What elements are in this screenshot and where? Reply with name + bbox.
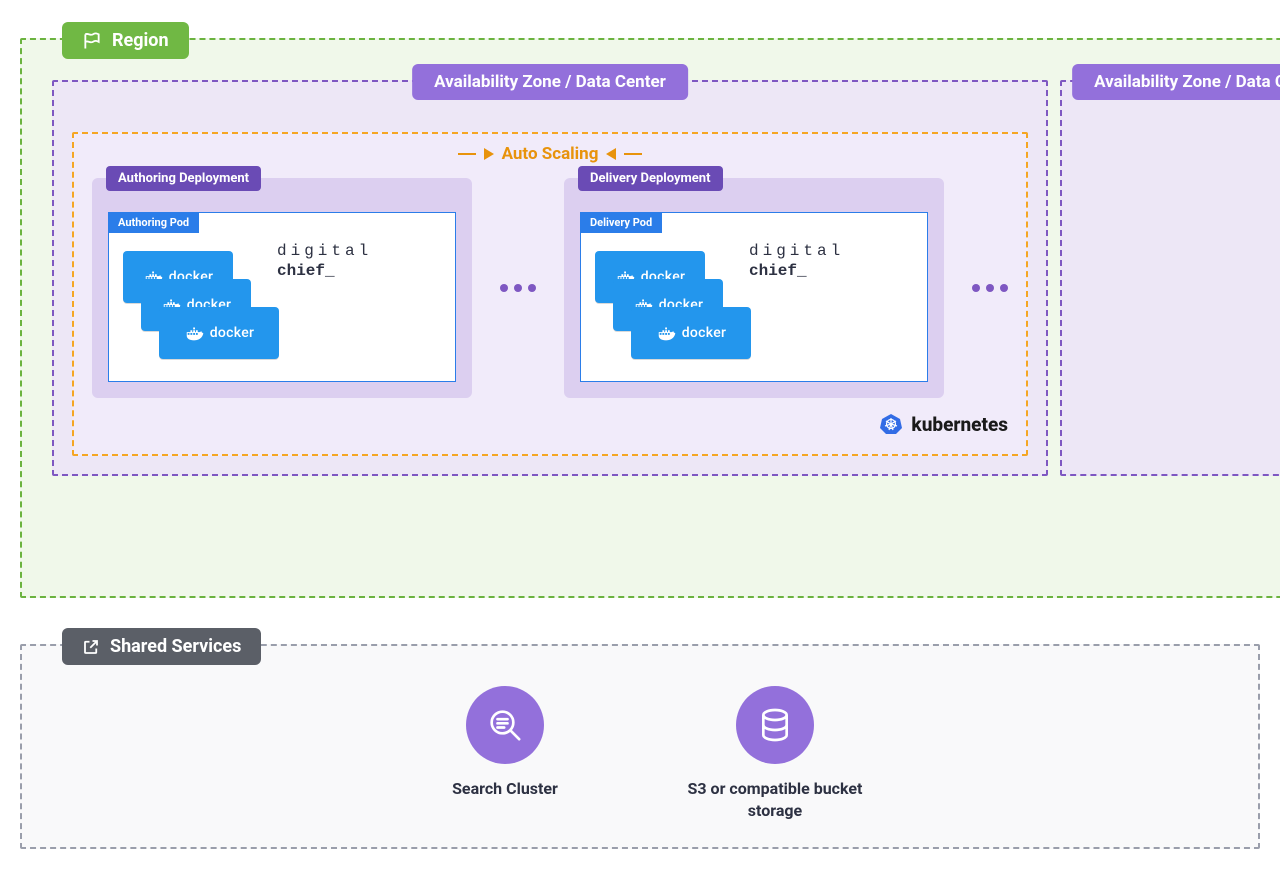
availability-zone-main: Availability Zone / Data Center Auto Sca… bbox=[52, 80, 1048, 476]
shared-services: Shared Services Search Cluster bbox=[20, 644, 1260, 849]
shared-services-label-text: Shared Services bbox=[110, 636, 241, 657]
more-deployments-icon bbox=[500, 284, 536, 292]
docker-whale-icon bbox=[184, 322, 206, 344]
arrow-stem-right bbox=[624, 153, 642, 155]
brand-logo: digital chief_ bbox=[277, 241, 372, 281]
brand-line2: chief_ bbox=[749, 261, 844, 281]
authoring-pod: Authoring Pod docker bbox=[108, 212, 456, 382]
authoring-pod-label: Authoring Pod bbox=[108, 212, 199, 233]
shared-services-label-tab: Shared Services bbox=[62, 628, 261, 665]
brand-line2: chief_ bbox=[277, 261, 372, 281]
service-label: S3 or compatible bucket storage bbox=[680, 778, 870, 821]
kubernetes-brand: kubernetes bbox=[92, 412, 1008, 436]
docker-text: docker bbox=[682, 325, 727, 341]
kubernetes-text: kubernetes bbox=[911, 413, 1008, 436]
regions-row: Region Availability Zone / Data Center A… bbox=[20, 20, 1260, 598]
delivery-pod-content: docker docker docker bbox=[595, 241, 913, 367]
docker-whale-icon bbox=[656, 322, 678, 344]
docker-stack: docker docker docker bbox=[595, 251, 735, 361]
delivery-pod: Delivery Pod docker bbox=[580, 212, 928, 382]
availability-zones-row: Availability Zone / Data Center Auto Sca… bbox=[52, 80, 1280, 476]
autoscaling-text: Auto Scaling bbox=[502, 144, 599, 164]
deployment-authoring: Authoring Deployment Authoring Pod docke… bbox=[92, 178, 472, 398]
kubernetes-icon bbox=[879, 412, 903, 436]
service-bucket-storage: S3 or compatible bucket storage bbox=[680, 686, 870, 821]
brand-line1: digital bbox=[277, 241, 372, 261]
region-label-tab: Region bbox=[62, 22, 189, 59]
az-label: Availability Zone / Data Center bbox=[412, 64, 688, 100]
region-label-text: Region bbox=[112, 30, 169, 51]
services-row: Search Cluster S3 or compatible bucket s… bbox=[52, 686, 1228, 821]
autoscaling-label: Auto Scaling bbox=[74, 144, 1026, 164]
authoring-pod-content: docker docker docker bbox=[123, 241, 441, 367]
deployment-authoring-label: Authoring Deployment bbox=[106, 166, 261, 191]
service-label: Search Cluster bbox=[410, 778, 600, 800]
arrow-right-icon bbox=[484, 148, 494, 160]
region-main: Region Availability Zone / Data Center A… bbox=[20, 38, 1280, 598]
service-search-cluster: Search Cluster bbox=[410, 686, 600, 800]
deployment-delivery: Delivery Deployment Delivery Pod docker bbox=[564, 178, 944, 398]
arrow-stem-left bbox=[458, 153, 476, 155]
delivery-pod-label: Delivery Pod bbox=[580, 212, 662, 233]
az-label-secondary: Availability Zone / Data Center bbox=[1072, 64, 1280, 100]
external-link-icon bbox=[82, 638, 100, 656]
docker-stack: docker docker docker bbox=[123, 251, 263, 361]
brand-line1: digital bbox=[749, 241, 844, 261]
search-icon bbox=[466, 686, 544, 764]
autoscaling-group: Auto Scaling Authoring Deployment Author… bbox=[72, 132, 1028, 456]
storage-icon bbox=[736, 686, 814, 764]
arrow-left-icon bbox=[606, 148, 616, 160]
availability-zone-secondary: Availability Zone / Data Center bbox=[1060, 80, 1280, 476]
docker-container-3: docker bbox=[631, 307, 751, 359]
docker-container-3: docker bbox=[159, 307, 279, 359]
brand-logo: digital chief_ bbox=[749, 241, 844, 281]
flag-icon bbox=[82, 31, 102, 51]
docker-text: docker bbox=[210, 325, 255, 341]
deployment-delivery-label: Delivery Deployment bbox=[578, 166, 723, 191]
more-deployments-icon bbox=[972, 284, 1008, 292]
deployments-row: Authoring Deployment Authoring Pod docke… bbox=[92, 178, 1008, 398]
